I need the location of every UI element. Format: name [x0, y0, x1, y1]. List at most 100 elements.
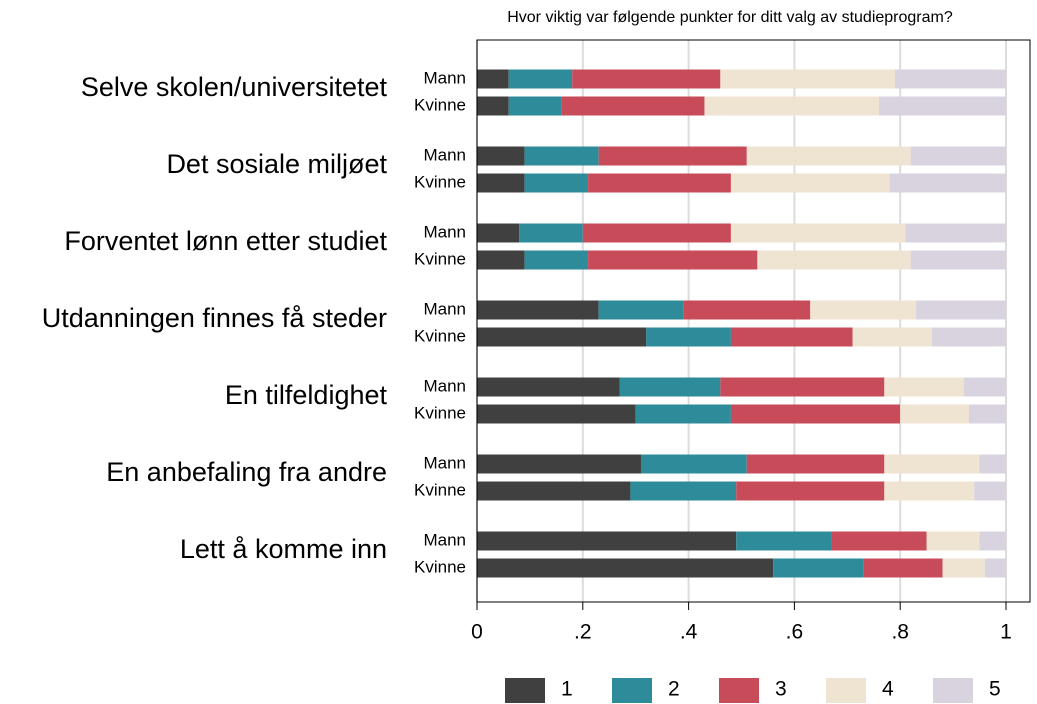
bar-segment [477, 223, 520, 243]
group-label: Utdanningen finnes få steder [42, 303, 387, 333]
bar-segment [730, 223, 906, 243]
bar-segment [477, 531, 737, 551]
bar-label: Mann [423, 376, 466, 395]
bar-label: Mann [423, 299, 466, 318]
bar-label: Mann [423, 530, 466, 549]
legend-label: 2 [668, 678, 680, 701]
bar-segment [582, 223, 731, 243]
bar-segment [630, 481, 737, 501]
bar-segment [524, 173, 589, 193]
x-tick-label: .2 [574, 621, 592, 644]
bar-segment [477, 454, 641, 474]
bar-segment [905, 223, 1006, 243]
bar-segment [963, 377, 1006, 397]
bar-segment [863, 558, 943, 578]
bar-segment [477, 481, 631, 501]
bar-label: Kvinne [414, 172, 466, 191]
bar-segment [477, 300, 599, 320]
bar-segment [926, 531, 980, 551]
bar-segment [519, 223, 583, 243]
bar-segment [477, 173, 525, 193]
bar-segment [831, 531, 927, 551]
bar-segment [746, 146, 911, 166]
x-tick-label: .4 [680, 621, 698, 644]
bar-label: Kvinne [414, 557, 466, 576]
group-label: Selve skolen/universitetet [81, 72, 388, 102]
bar-segment [477, 146, 525, 166]
bar-segment [720, 377, 885, 397]
bar-segment [477, 404, 636, 424]
bar-segment [561, 96, 705, 116]
bar-segment [508, 96, 562, 116]
bar-label: Kvinne [414, 249, 466, 268]
legend-swatch [933, 678, 973, 703]
bar-segment [683, 300, 811, 320]
group-label: En tilfeldighet [225, 380, 388, 410]
bar-segment [900, 404, 969, 424]
x-tick-label: .8 [891, 621, 909, 644]
bar-segment [572, 69, 721, 89]
plot-frame [476, 39, 1031, 603]
bar-segment [635, 404, 731, 424]
bar-segment [508, 69, 573, 89]
x-tick-label: 0 [471, 621, 483, 644]
bar-segment [720, 69, 895, 89]
bar-label: Mann [423, 68, 466, 87]
bar-segment [646, 327, 731, 347]
bar-segment [524, 250, 589, 270]
bar-label: Kvinne [414, 95, 466, 114]
bar-segment [773, 558, 864, 578]
bar-segment [730, 327, 853, 347]
bar-segment [477, 558, 774, 578]
bar-segment [889, 173, 1006, 193]
legend-label: 1 [561, 678, 573, 701]
bar-segment [931, 327, 1006, 347]
bar-segment [884, 377, 964, 397]
bar-segment [810, 300, 917, 320]
bar-segment [916, 300, 1006, 320]
bar-segment [477, 250, 525, 270]
legend-swatch [719, 678, 759, 703]
group-label: Det sosiale miljøet [166, 149, 387, 179]
bar-segment [477, 327, 647, 347]
bar-segment [588, 250, 758, 270]
bar-segment [884, 454, 980, 474]
bar-segment [974, 481, 1006, 501]
bar-segment [979, 531, 1006, 551]
bar-segment [477, 69, 509, 89]
bar-label: Kvinne [414, 326, 466, 345]
group-label: Lett å komme inn [180, 534, 387, 564]
bar-segment [736, 531, 832, 551]
bar-segment [598, 300, 684, 320]
x-tick-label: 1 [1000, 621, 1012, 644]
bar-segment [979, 454, 1006, 474]
bar-segment [910, 250, 1006, 270]
bar-segment [730, 173, 890, 193]
bar-segment [588, 173, 731, 193]
bar-segment [736, 481, 885, 501]
bar-segment [910, 146, 1006, 166]
bar-label: Kvinne [414, 403, 466, 422]
legend-label: 5 [989, 678, 1001, 701]
bar-segment [757, 250, 911, 270]
bar-segment [879, 96, 1006, 116]
bar-segment [524, 146, 599, 166]
legend-swatch [505, 678, 545, 703]
bar-label: Kvinne [414, 480, 466, 499]
bar-segment [884, 481, 975, 501]
bar-segment [598, 146, 747, 166]
bar-label: Mann [423, 145, 466, 164]
bar-segment [894, 69, 1006, 89]
chart-title: Hvor viktig var følgende punkter for dit… [507, 9, 953, 26]
bar-segment [852, 327, 932, 347]
bar-segment [477, 96, 509, 116]
legend-swatch [612, 678, 652, 703]
bar-segment [477, 377, 620, 397]
x-tick-label: .6 [786, 621, 804, 644]
group-label: Forventet lønn etter studiet [64, 226, 387, 256]
bar-segment [619, 377, 721, 397]
bar-segment [942, 558, 985, 578]
bar-segment [640, 454, 747, 474]
legend-label: 4 [882, 678, 894, 701]
